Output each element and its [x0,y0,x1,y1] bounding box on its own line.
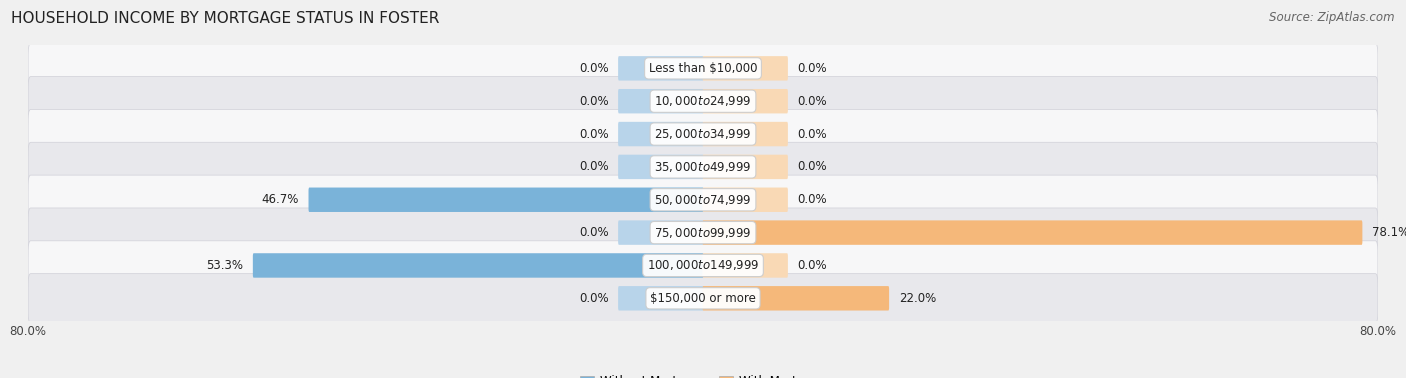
FancyBboxPatch shape [308,187,703,212]
Text: 0.0%: 0.0% [579,95,609,108]
FancyBboxPatch shape [619,286,703,310]
FancyBboxPatch shape [619,122,703,146]
FancyBboxPatch shape [703,155,787,179]
Text: 78.1%: 78.1% [1372,226,1406,239]
Text: 0.0%: 0.0% [579,127,609,141]
Text: 53.3%: 53.3% [207,259,243,272]
Text: $100,000 to $149,999: $100,000 to $149,999 [647,259,759,273]
Text: 46.7%: 46.7% [262,193,299,206]
FancyBboxPatch shape [619,89,703,113]
FancyBboxPatch shape [703,253,787,278]
Text: $50,000 to $74,999: $50,000 to $74,999 [654,193,752,207]
Text: 0.0%: 0.0% [797,160,827,174]
Text: $75,000 to $99,999: $75,000 to $99,999 [654,226,752,240]
FancyBboxPatch shape [619,155,703,179]
Text: 22.0%: 22.0% [898,292,936,305]
Text: $25,000 to $34,999: $25,000 to $34,999 [654,127,752,141]
FancyBboxPatch shape [28,208,1378,257]
FancyBboxPatch shape [253,253,703,278]
Text: Source: ZipAtlas.com: Source: ZipAtlas.com [1270,11,1395,24]
Text: $150,000 or more: $150,000 or more [650,292,756,305]
Text: 0.0%: 0.0% [797,95,827,108]
FancyBboxPatch shape [619,220,703,245]
Text: 0.0%: 0.0% [797,259,827,272]
Text: 0.0%: 0.0% [579,62,609,75]
Text: HOUSEHOLD INCOME BY MORTGAGE STATUS IN FOSTER: HOUSEHOLD INCOME BY MORTGAGE STATUS IN F… [11,11,440,26]
FancyBboxPatch shape [28,109,1378,159]
FancyBboxPatch shape [28,142,1378,192]
Text: $35,000 to $49,999: $35,000 to $49,999 [654,160,752,174]
FancyBboxPatch shape [703,56,787,81]
Legend: Without Mortgage, With Mortgage: Without Mortgage, With Mortgage [575,370,831,378]
Text: 0.0%: 0.0% [579,292,609,305]
FancyBboxPatch shape [28,44,1378,93]
FancyBboxPatch shape [28,274,1378,323]
Text: 0.0%: 0.0% [579,226,609,239]
Text: $10,000 to $24,999: $10,000 to $24,999 [654,94,752,108]
FancyBboxPatch shape [28,77,1378,126]
FancyBboxPatch shape [28,175,1378,225]
FancyBboxPatch shape [28,241,1378,290]
FancyBboxPatch shape [619,56,703,81]
FancyBboxPatch shape [703,187,787,212]
FancyBboxPatch shape [703,286,889,310]
FancyBboxPatch shape [703,220,1362,245]
Text: 0.0%: 0.0% [797,193,827,206]
FancyBboxPatch shape [703,122,787,146]
Text: 0.0%: 0.0% [797,62,827,75]
Text: 0.0%: 0.0% [579,160,609,174]
Text: 0.0%: 0.0% [797,127,827,141]
FancyBboxPatch shape [703,89,787,113]
Text: Less than $10,000: Less than $10,000 [648,62,758,75]
